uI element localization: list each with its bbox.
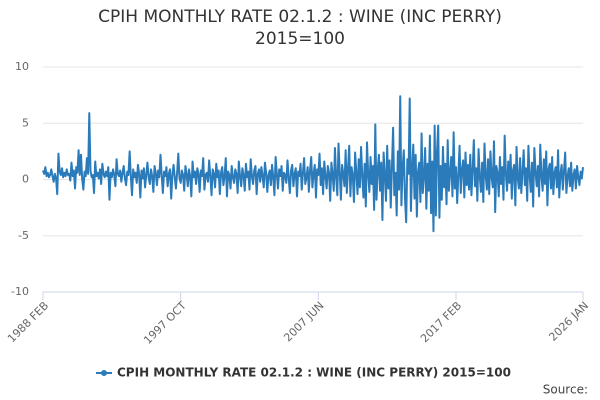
legend-marker [101, 370, 107, 376]
y-tick-label: -10 [11, 285, 29, 298]
data-line [42, 95, 584, 233]
x-tick-label: 2026 JAN [546, 299, 591, 344]
x-tick-label: 1988 FEB [5, 299, 51, 345]
y-tick-label: -5 [18, 229, 29, 242]
y-tick-label: 10 [15, 60, 29, 73]
legend-label: CPIH MONTHLY RATE 02.1.2 : WINE (INC PER… [117, 366, 511, 380]
x-tick-label: 1997 OCT [141, 299, 189, 347]
y-tick-label: 0 [22, 173, 29, 186]
source: Source: [543, 383, 588, 397]
x-tick-label: 2007 JUN [281, 299, 326, 344]
y-tick-label: 5 [22, 116, 29, 129]
x-tick-label: 2017 FEB [418, 299, 464, 345]
chart-title: CPIH MONTHLY RATE 02.1.2 : WINE (INC PER… [98, 7, 502, 49]
